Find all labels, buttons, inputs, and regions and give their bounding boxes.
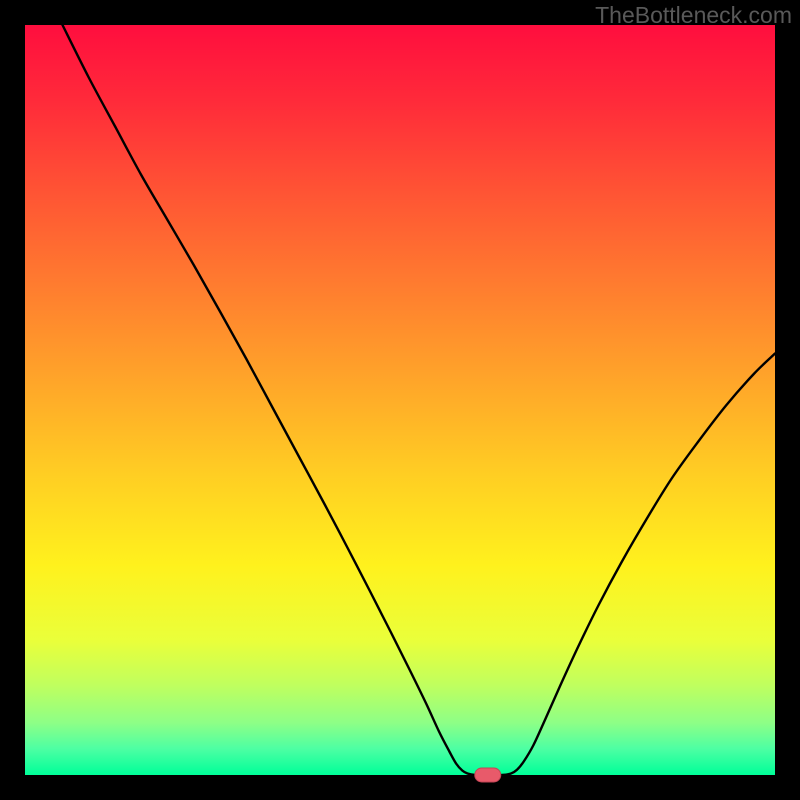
bottleneck-chart (0, 0, 800, 800)
chart-frame: TheBottleneck.com (0, 0, 800, 800)
optimal-marker (475, 768, 501, 782)
plot-area-rect (25, 25, 775, 775)
watermark-label: TheBottleneck.com (595, 2, 792, 29)
